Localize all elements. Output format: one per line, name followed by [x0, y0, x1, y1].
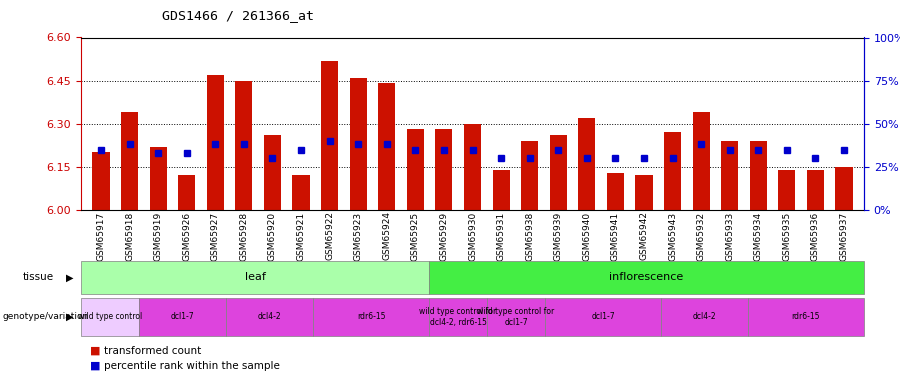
Bar [692, 112, 710, 210]
Text: dcl4-2: dcl4-2 [693, 312, 716, 321]
Text: ■: ■ [90, 361, 101, 370]
Bar [492, 170, 509, 210]
Bar [349, 78, 367, 210]
Bar [550, 135, 567, 210]
Bar [545, 298, 661, 336]
Text: wild type control for
dcl4-2, rdr6-15: wild type control for dcl4-2, rdr6-15 [419, 307, 497, 327]
Bar [407, 129, 424, 210]
Text: rdr6-15: rdr6-15 [356, 312, 385, 321]
Bar [178, 176, 195, 210]
Bar [464, 124, 482, 210]
Bar [139, 298, 226, 336]
Text: dcl1-7: dcl1-7 [171, 312, 194, 321]
Bar [378, 84, 395, 210]
Text: ▶: ▶ [66, 312, 73, 322]
Bar [292, 176, 310, 210]
Bar [521, 141, 538, 210]
Text: wild type control for
dcl1-7: wild type control for dcl1-7 [477, 307, 554, 327]
Bar [321, 60, 338, 210]
Bar [429, 298, 487, 336]
Bar [607, 172, 624, 210]
Text: inflorescence: inflorescence [609, 273, 684, 282]
Bar [635, 176, 652, 210]
Bar [748, 298, 864, 336]
Bar [578, 118, 596, 210]
Bar [121, 112, 139, 210]
Bar [487, 298, 545, 336]
Bar [207, 75, 224, 210]
Bar [750, 141, 767, 210]
Bar [149, 147, 166, 210]
Text: GDS1466 / 261366_at: GDS1466 / 261366_at [162, 9, 314, 22]
Bar [429, 261, 864, 294]
Text: dcl4-2: dcl4-2 [257, 312, 282, 321]
Text: wild type control: wild type control [78, 312, 142, 321]
Text: transformed count: transformed count [104, 346, 201, 355]
Bar [806, 170, 824, 210]
Text: ▶: ▶ [66, 273, 73, 282]
Text: rdr6-15: rdr6-15 [792, 312, 820, 321]
Bar [264, 135, 281, 210]
Bar [226, 298, 313, 336]
Bar [81, 298, 139, 336]
Bar [661, 298, 748, 336]
Text: dcl1-7: dcl1-7 [591, 312, 615, 321]
Bar [664, 132, 681, 210]
Bar [235, 81, 253, 210]
Bar [313, 298, 429, 336]
Bar [778, 170, 796, 210]
Text: genotype/variation: genotype/variation [3, 312, 89, 321]
Text: ■: ■ [90, 346, 101, 355]
Bar [835, 167, 852, 210]
Text: leaf: leaf [245, 273, 266, 282]
Bar [721, 141, 738, 210]
Text: tissue: tissue [22, 273, 54, 282]
Text: percentile rank within the sample: percentile rank within the sample [104, 361, 279, 370]
Bar [93, 153, 110, 210]
Bar [81, 261, 429, 294]
Bar [436, 129, 453, 210]
